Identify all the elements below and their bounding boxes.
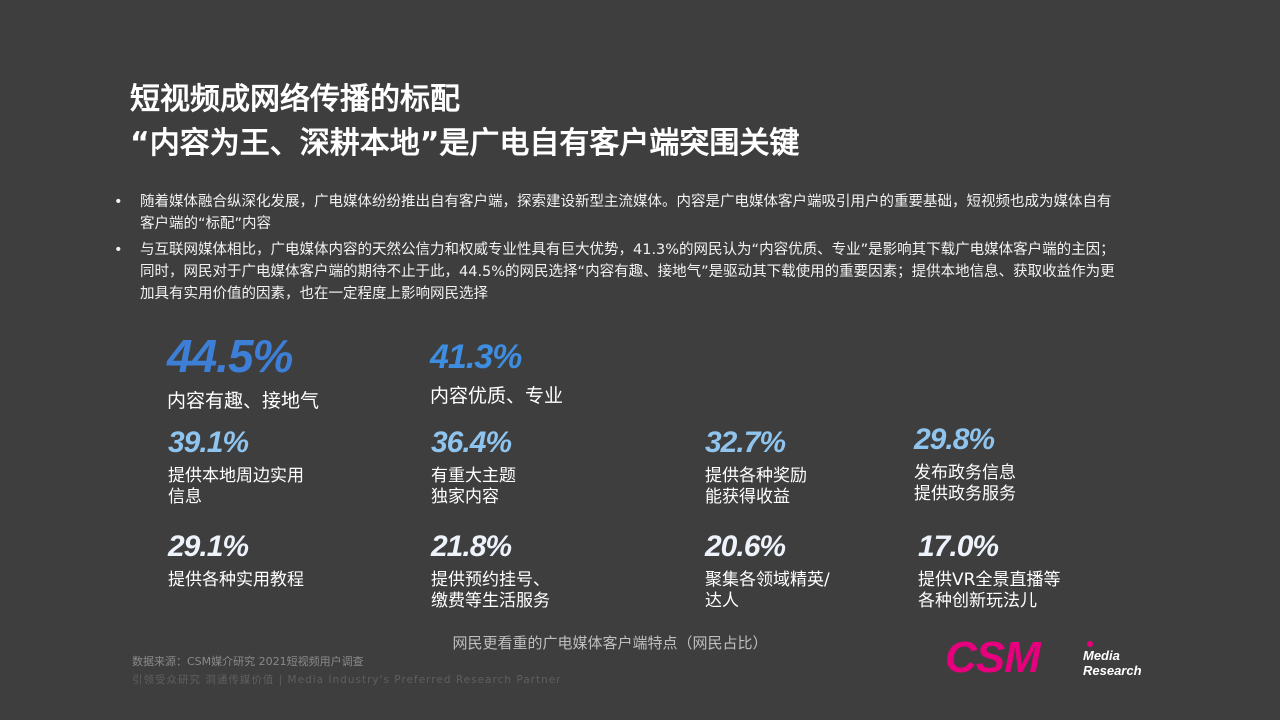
- stat-label-line: 有重大主题: [431, 466, 516, 486]
- stat-label-line: 缴费等生活服务: [431, 591, 550, 611]
- bullet-dot-icon: •: [114, 242, 123, 258]
- stat-label: 提供预约挂号、 缴费等生活服务: [431, 570, 550, 612]
- title-line-2: “内容为王、深耕本地”是广电自有客户端突围关键: [130, 126, 800, 161]
- stat-card: 29.8% 发布政务信息 提供政务服务: [914, 425, 1016, 505]
- stat-label: 提供本地周边实用 信息: [168, 466, 304, 508]
- logo-dot-icon: [1087, 641, 1093, 647]
- stat-value: 21.8%: [431, 530, 512, 563]
- stat-value: 44.5%: [167, 330, 293, 382]
- stat-card: 32.7% 提供各种奖励 能获得收益: [705, 428, 807, 508]
- logo-line-research: Research: [1083, 663, 1142, 678]
- stat-label: 内容有趣、接地气: [167, 389, 319, 413]
- stat-label-line: 提供本地周边实用: [168, 466, 304, 486]
- bullet-item: • 与互联网媒体相比，广电媒体内容的天然公信力和权威专业性具有巨大优势，41.3…: [112, 239, 1122, 305]
- stat-label-line: 内容有趣、接地气: [167, 390, 320, 412]
- stat-card: 41.3% 内容优质、专业: [430, 340, 563, 408]
- csm-logo: CSM Media Research: [945, 636, 1155, 685]
- stat-value: 39.1%: [168, 426, 249, 459]
- stat-label: 提供VR全景直播等 各种创新玩法儿: [918, 570, 1060, 612]
- stat-label-line: 信息: [168, 487, 202, 507]
- stat-label: 提供各种奖励 能获得收益: [705, 466, 807, 508]
- stat-label-line: 提供政务服务: [914, 484, 1016, 504]
- bullet-item: • 随着媒体融合纵深化发展，广电媒体纷纷推出自有客户端，探索建设新型主流媒体。内…: [112, 191, 1122, 235]
- stat-label-line: 内容优质、专业: [430, 385, 564, 407]
- stat-label: 发布政务信息 提供政务服务: [914, 463, 1016, 505]
- bullet-dot-icon: •: [114, 194, 123, 210]
- bullet-text: 与互联网媒体相比，广电媒体内容的天然公信力和权威专业性具有巨大优势，41.3%的…: [140, 242, 1115, 302]
- stat-card: 29.1% 提供各种实用教程: [168, 532, 304, 591]
- stat-value: 29.8%: [914, 423, 995, 456]
- stat-label-line: 提供VR全景直播等: [918, 570, 1061, 590]
- stat-value: 20.6%: [705, 530, 786, 563]
- stat-label: 聚集各领域精英/ 达人: [705, 570, 830, 612]
- logo-line-media: Media: [1083, 648, 1120, 663]
- stat-label-line: 独家内容: [431, 487, 499, 507]
- data-source: 数据来源：CSM媒介研究 2021短视频用户调查: [132, 655, 364, 668]
- stat-card: 39.1% 提供本地周边实用 信息: [168, 428, 304, 508]
- bullet-text: 随着媒体融合纵深化发展，广电媒体纷纷推出自有客户端，探索建设新型主流媒体。内容是…: [140, 194, 1112, 232]
- stat-card: 17.0% 提供VR全景直播等 各种创新玩法儿: [918, 532, 1060, 612]
- stat-value: 29.1%: [168, 530, 249, 563]
- stat-label-line: 提供各种奖励: [705, 466, 807, 486]
- stat-card: 36.4% 有重大主题 独家内容: [431, 428, 516, 508]
- stat-label-line: 达人: [705, 591, 739, 611]
- stat-label-line: 发布政务信息: [914, 463, 1016, 483]
- stat-label-line: 聚集各领域精英/: [705, 570, 830, 590]
- stat-label: 提供各种实用教程: [168, 570, 304, 591]
- stat-label-line: 提供各种实用教程: [168, 570, 304, 590]
- stat-card: 21.8% 提供预约挂号、 缴费等生活服务: [431, 532, 550, 612]
- slide-title: 短视频成网络传播的标配 “内容为王、深耕本地”是广电自有客户端突围关键: [130, 78, 799, 166]
- stat-value: 32.7%: [705, 426, 786, 459]
- figure-caption: 网民更看重的广电媒体客户端特点（网民占比）: [452, 634, 768, 652]
- logo-brand: CSM: [945, 633, 1041, 682]
- stat-value: 36.4%: [431, 426, 512, 459]
- bullet-list: • 随着媒体融合纵深化发展，广电媒体纷纷推出自有客户端，探索建设新型主流媒体。内…: [112, 191, 1122, 309]
- stat-label: 内容优质、专业: [430, 384, 563, 408]
- stat-value: 41.3%: [430, 338, 522, 376]
- stat-label-line: 提供预约挂号、: [431, 570, 550, 590]
- stat-label-line: 各种创新玩法儿: [918, 591, 1037, 611]
- stat-card: 44.5% 内容有趣、接地气: [167, 333, 319, 413]
- logo-subtitle: Media Research: [1083, 648, 1142, 678]
- stat-card: 20.6% 聚集各领域精英/ 达人: [705, 532, 830, 612]
- title-line-1: 短视频成网络传播的标配: [130, 82, 460, 117]
- stat-value: 17.0%: [918, 530, 999, 563]
- stat-label-line: 能获得收益: [705, 487, 790, 507]
- slogan: 引领受众研究 洞通传媒价值 | Media Industry's Preferr…: [132, 674, 562, 686]
- stat-label: 有重大主题 独家内容: [431, 466, 516, 508]
